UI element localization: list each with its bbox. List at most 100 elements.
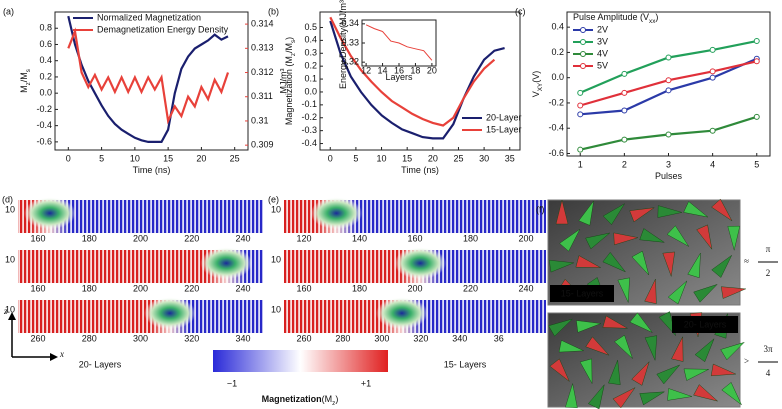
legend-title-part: xx [649,18,656,25]
y-axis-label-part: z [25,82,32,85]
skyrmion [310,197,363,230]
y-axis-label: VXY(V) [531,71,544,97]
spin-cone [576,320,601,333]
marker [753,38,760,45]
spin-cone [559,229,581,252]
strip-x-tick-label: 180 [82,283,97,293]
x-tick-label: 3 [666,159,671,169]
spin-cone [720,286,746,299]
y-tick-label: -0.4 [36,120,52,130]
strip-x-tick-label: 160 [30,283,45,293]
spin-cone [578,200,594,226]
spin-cone [687,252,701,278]
x-axis-label: Time (ns) [401,165,439,175]
y-tick-label: 0.34 [341,18,359,28]
spin-cone [639,228,665,243]
y2-tick-label: 0.31 [251,115,269,125]
y-axis-label-part: XY [537,82,544,91]
marker [709,46,716,53]
strip-x-tick-label: 300 [133,333,148,343]
strip-x-tick-label: 200 [133,233,148,243]
spin-cone [667,280,688,305]
legend-label: Normalized Magnetization [97,12,201,22]
skyrmion [375,297,428,330]
y-tick-label: 0.2 [304,61,317,71]
strip-x-tick-label: 320 [413,333,428,343]
legend-marker [580,39,586,45]
spin-cone [548,318,573,337]
x-tick-label: 12 [361,65,371,75]
strip-y-tick-label: 10 [5,304,15,314]
y2-tick-label: 0.309 [251,140,274,150]
y-tick-label: 0.32 [341,57,359,67]
panel-label: (d) [2,194,13,204]
spin-cone [639,391,665,406]
spin-cone [666,225,689,247]
spin-cone [565,383,578,409]
strip-x-tick-label: 220 [184,233,199,243]
colorbar-unit-part: z [332,400,335,407]
y-axis-label: Energy Density(MJ/m³) [338,0,348,89]
y-axis-label: Magnetization (Mz/Ms) [284,37,297,125]
panel-label: (a) [3,6,14,16]
y-tick-label: -0.4 [548,123,564,133]
marker [665,54,672,61]
x-tick-label: 4 [710,159,715,169]
layers-caption: 20- Layers [79,359,122,369]
series-line [67,15,229,143]
strip-x-tick-label: 320 [184,333,199,343]
panel-label: (e) [268,194,279,204]
spin-cone [721,382,742,405]
strip-x-tick-label: 280 [335,333,350,343]
marker [621,89,628,96]
colorbar-min: −1 [227,378,237,388]
x-tick-label: 18 [410,65,420,75]
fraction-denominator: 2 [766,268,771,278]
x-tick-label: 15 [402,153,412,163]
colorbar-title: Magnetization(Mz) [262,394,339,407]
marker [709,127,716,134]
colorbar-title-word: Magnetization [262,394,322,404]
strip-x-tick-label: 160 [407,233,422,243]
z-arrowhead [8,312,16,320]
spin-cone [629,312,653,333]
y2-tick-label: 0.314 [251,18,274,28]
y-axis-label-part: /M [19,72,29,82]
x-tick-label: 1 [578,159,583,169]
spin-cone [588,384,605,409]
y-tick-label: 0.2 [39,71,52,81]
spin-cone [693,384,718,402]
y-tick-label: -0.2 [548,97,564,107]
strip-x-tick-label: 160 [296,283,311,293]
spin-cone [710,363,736,377]
y-tick-label: 0.3 [304,48,317,58]
strip-x-tick-label: 240 [518,283,533,293]
x-tick-label: 2 [622,159,627,169]
y2-tick-label: 0.311 [251,91,273,101]
strip-x-tick-label: 200 [518,233,533,243]
legend-title-part: ) [655,12,658,22]
x-axis-label: Time (ns) [133,165,171,175]
y2-tick-label: 0.312 [251,67,274,77]
render-label: 20- Layers [684,319,727,329]
colorbar-unit-part: ) [335,394,338,404]
spin-cone [585,336,610,356]
y-tick-label: 0.8 [39,23,52,33]
relation: ≈ [744,256,749,266]
spin-cone [614,334,633,359]
spin-cone [549,260,574,273]
x-tick-label: 25 [230,153,240,163]
y-tick-label: 0.1 [304,73,317,83]
strip-x-tick-label: 120 [296,233,311,243]
strip-x-tick-label: 280 [82,333,97,343]
y-axis-label-part: M [19,85,29,93]
legend-title: Pulse Amplitude (Vxx) [573,12,658,25]
y-axis-label: Mz/Ms [19,69,32,93]
x-axis-label: Layers [385,72,413,82]
y-tick-label: -0.3 [301,125,317,135]
strip-x-tick-label: 260 [30,333,45,343]
relation: > [744,356,749,366]
spin-cone [667,388,693,401]
spin-cone [657,205,683,218]
panel-label: (f) [536,204,545,214]
